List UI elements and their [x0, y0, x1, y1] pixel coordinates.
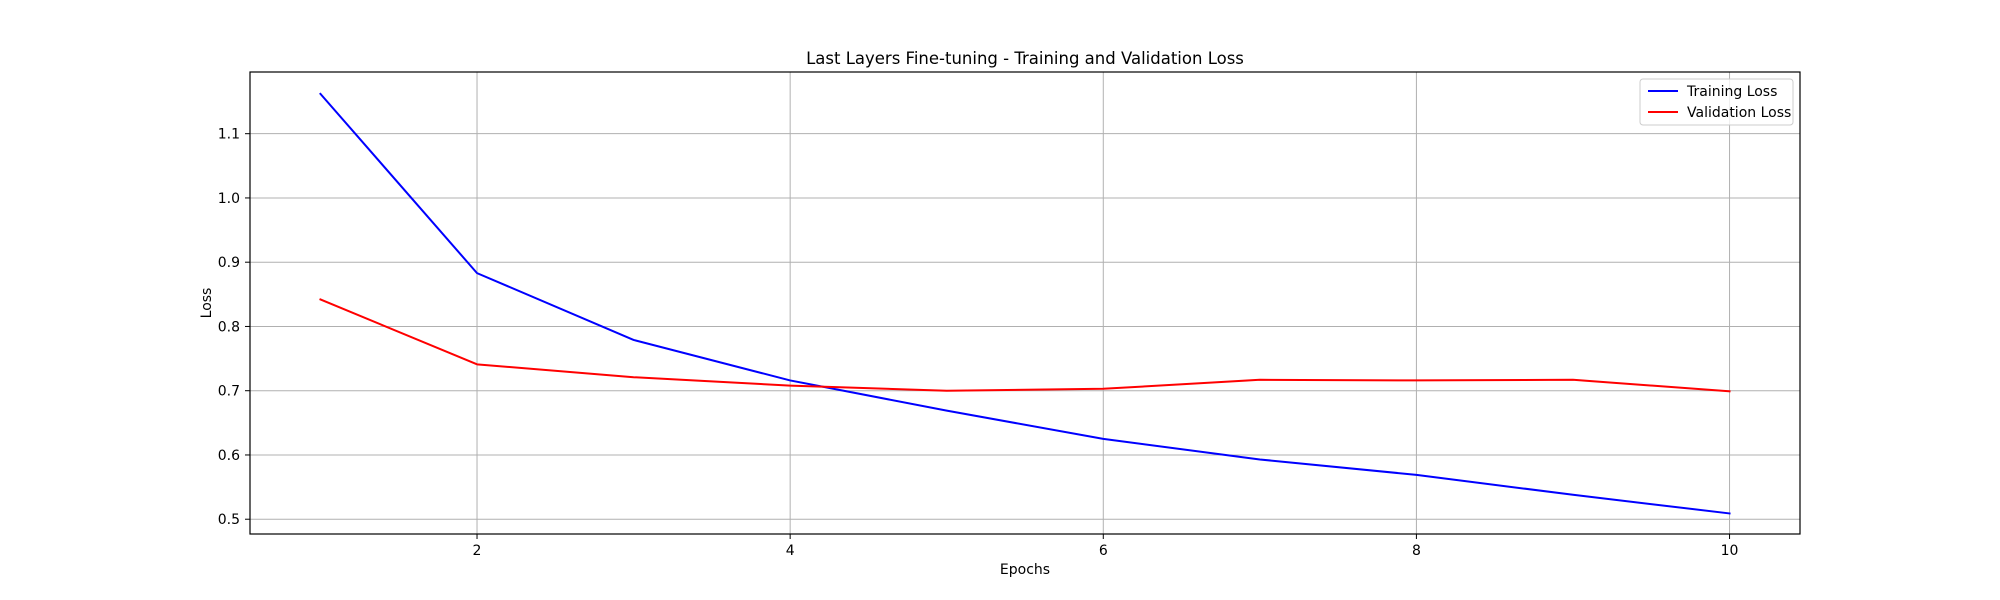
y-tick-label: 0.7	[218, 384, 240, 400]
legend-label-training: Training Loss	[1686, 84, 1777, 100]
plot-frame	[249, 71, 1801, 535]
y-tick-label: 0.5	[218, 512, 240, 528]
y-tick-label: 0.8	[218, 319, 240, 335]
axis-ticks: 2 4 6 8 10 0.5 0.6 0.7 0.8 0.9 1.0 1.1	[218, 127, 1739, 559]
validation-loss-line	[319, 298, 1731, 393]
grid-lines	[250, 72, 1800, 534]
y-tick-label: 1.1	[218, 127, 240, 143]
legend-label-validation: Validation Loss	[1687, 105, 1791, 121]
x-tick-label: 2	[473, 543, 482, 559]
x-tick-label: 8	[1412, 543, 1421, 559]
legend-box	[1639, 78, 1794, 126]
chart-title: Last Layers Fine-tuning - Training and V…	[806, 49, 1244, 68]
x-axis-label: Epochs	[1000, 562, 1050, 578]
x-tick-label: 6	[1099, 543, 1108, 559]
y-tick-label: 1.0	[218, 191, 240, 207]
x-tick-label: 10	[1721, 543, 1739, 559]
legend: Training Loss Validation Loss	[1639, 78, 1794, 126]
y-tick-label: 0.6	[218, 448, 240, 464]
y-axis-label: Loss	[199, 288, 215, 319]
series-lines	[319, 92, 1731, 515]
training-loss-line	[319, 92, 1731, 515]
x-tick-label: 4	[786, 543, 795, 559]
y-tick-label: 0.9	[218, 255, 240, 271]
